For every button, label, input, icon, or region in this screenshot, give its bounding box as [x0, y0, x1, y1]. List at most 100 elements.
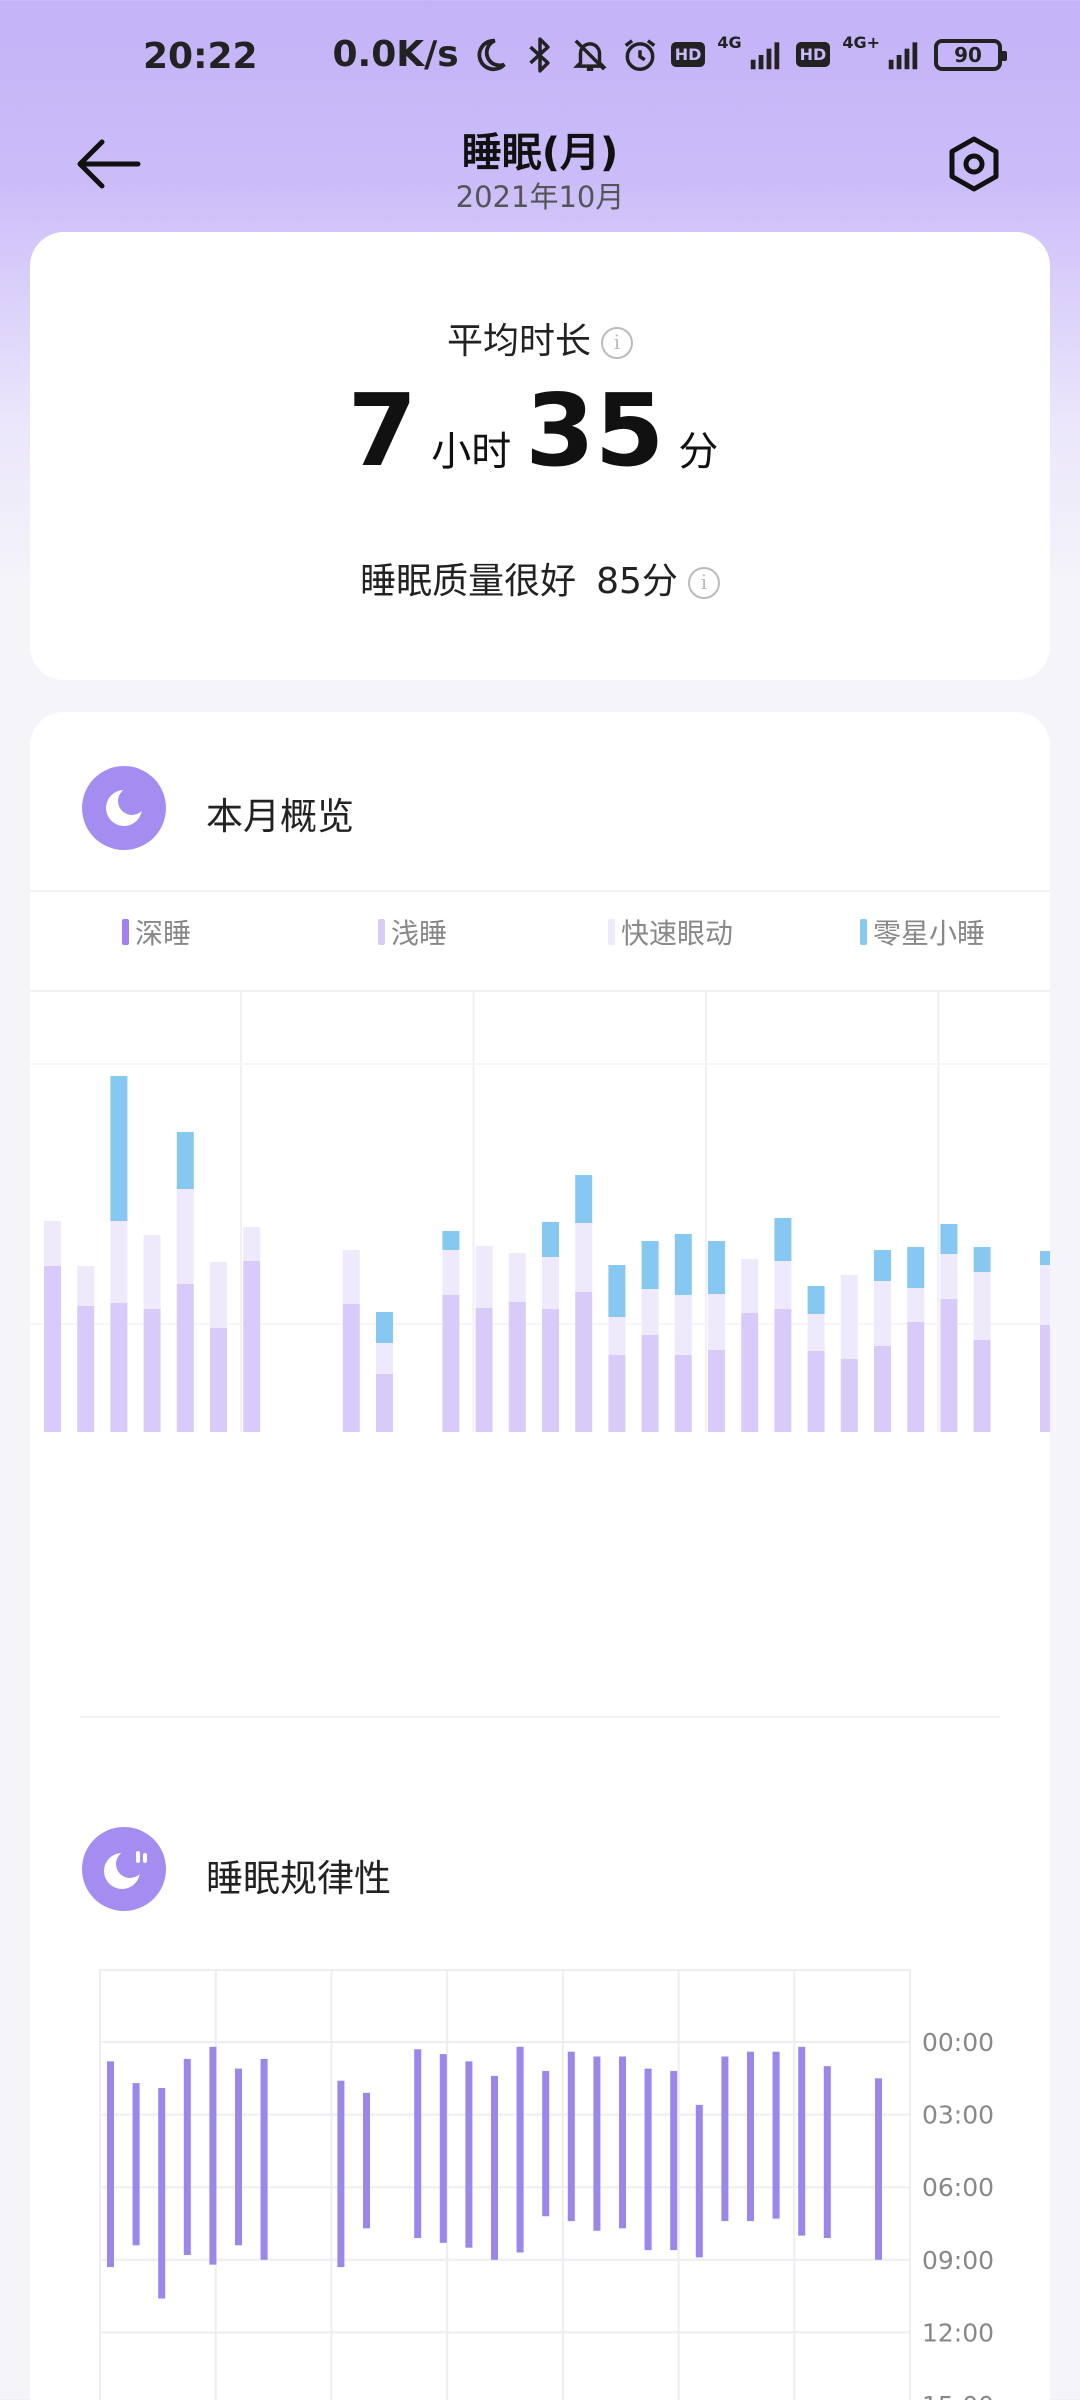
sleep-range-bar [695, 2104, 703, 2258]
bar-segment-rem [442, 1250, 460, 1295]
y-tick-label: 06:00 [922, 2173, 994, 2202]
bar-segment-rem [475, 1246, 493, 1308]
sleep-range-bar [439, 2054, 447, 2243]
bar-segment-rem [508, 1253, 526, 1302]
bar-segment-nap [807, 1286, 825, 1314]
network-type-2: 4G+ [842, 33, 880, 52]
bar-segment-rem [243, 1227, 261, 1261]
legend-deep-label: 深睡 [135, 917, 192, 950]
network-type-1: 4G [717, 33, 742, 52]
signal-icon [750, 41, 779, 69]
chart-frame [99, 1969, 911, 2400]
bluetooth-icon [529, 36, 550, 73]
bar-segment-nap [973, 1247, 991, 1272]
bar-segment-rem [44, 1221, 61, 1266]
sleep-range-bar [798, 2046, 806, 2236]
bar-segment-rem [542, 1257, 559, 1309]
quality-text: 睡眠质量很好 [360, 561, 577, 602]
status-time: 20:22 [143, 36, 258, 77]
bar-segment-rem [77, 1266, 95, 1306]
bar-segment-rem [376, 1343, 393, 1374]
bar-segment-light [176, 1284, 194, 1432]
sleep-range-bar [875, 2078, 882, 2260]
overview-title: 本月概览 [206, 795, 354, 838]
sleep-quality: 睡眠质量很好 85分 i [30, 552, 1050, 604]
sleep-range-bar [414, 2049, 422, 2239]
bar-segment-light [741, 1313, 759, 1432]
bar-segment-rem [143, 1235, 161, 1309]
quality-info-icon[interactable]: i [687, 567, 720, 599]
divider [30, 890, 1050, 892]
overview-card: 本月概览 深睡 浅睡 快速眼动 零星小睡 6日13日20日27日 睡眠规律性 0… [30, 712, 1050, 2400]
bar-segment-rem [807, 1314, 825, 1351]
legend-rem: 快速眼动 [608, 912, 733, 952]
sleep-range-bar [209, 2046, 217, 2265]
settings-icon[interactable] [944, 134, 1004, 194]
hd-badge-2: HD [795, 42, 831, 67]
sleep-range-bar [260, 2058, 268, 2260]
page-subtitle: 2021年10月 [455, 180, 625, 214]
legend-rem-label: 快速眼动 [621, 917, 734, 950]
bar-segment-rem [210, 1262, 227, 1328]
bar-segment-nap [575, 1175, 593, 1223]
bar-segment-nap [774, 1218, 792, 1261]
monthly-overview-chart[interactable]: 6日13日20日27日 [30, 712, 1050, 1432]
bar-segment-light [475, 1308, 493, 1432]
sleep-range-bar [158, 2087, 166, 2299]
bar-segment-light [342, 1304, 360, 1432]
bar-segment-nap [376, 1312, 393, 1343]
section-divider [80, 1716, 1000, 1718]
legend-nap-label: 零星小睡 [873, 917, 986, 950]
legend-deep-swatch [122, 919, 129, 945]
avg-duration-label: 平均时长 i [30, 312, 1050, 364]
bar-segment-nap [110, 1076, 128, 1221]
battery-icon: 90 [934, 38, 1007, 71]
bar-segment-rem [641, 1289, 659, 1335]
bar-segment-rem [874, 1281, 891, 1346]
hd-badge: HD [670, 42, 706, 67]
legend-light-label: 浅睡 [391, 917, 448, 950]
bar-segment-light [376, 1374, 393, 1432]
sleep-range-bar [491, 2075, 498, 2260]
sleep-range-bar [337, 2080, 345, 2268]
bar-segment-rem [1040, 1265, 1050, 1325]
sleep-range-bar [516, 2046, 524, 2253]
back-arrow-icon[interactable] [72, 134, 142, 194]
sleep-range-bar [593, 2056, 601, 2231]
bar-segment-light [807, 1351, 825, 1432]
bar-segment-light [442, 1295, 460, 1432]
sleep-range-bar [619, 2056, 626, 2229]
bar-segment-nap [442, 1231, 460, 1250]
bar-segment-rem [741, 1259, 759, 1313]
summary-card: 平均时长 i 7 小时 35 分 睡眠质量很好 85分 i [30, 232, 1050, 680]
sleep-range-bar [107, 2061, 114, 2268]
sleep-range-bar [542, 2071, 550, 2217]
info-icon[interactable]: i [601, 327, 633, 359]
bar-segment-rem [907, 1288, 925, 1322]
mute-bell-icon [572, 39, 607, 71]
bar-segment-light [840, 1359, 858, 1432]
sleep-range-bar [132, 2083, 140, 2246]
sleep-range-bar [670, 2071, 678, 2251]
regularity-title: 睡眠规律性 [206, 1857, 391, 1900]
bar-segment-light [210, 1328, 227, 1432]
sleep-range-bar [644, 2068, 652, 2251]
avg-minutes: 35 [525, 372, 665, 489]
status-bar: 20:22 0.0K/s HD 4G HD 4G+ 90 [0, 0, 1080, 120]
bar-segment-light [243, 1261, 261, 1432]
bar-segment-nap [674, 1234, 692, 1295]
sleep-range-bar [465, 2061, 473, 2248]
y-tick-label: 09:00 [922, 2246, 994, 2275]
legend-nap: 零星小睡 [860, 912, 985, 952]
bar-segment-rem [110, 1221, 128, 1303]
sleep-regularity-chart[interactable]: 00:00 03:00 06:00 09:00 12:00 15:00 [30, 1912, 1050, 2400]
legend-nap-swatch [860, 919, 867, 945]
bar-segment-nap [641, 1241, 659, 1289]
regularity-section-icon [82, 1827, 166, 1911]
signal-icon-2 [888, 41, 918, 69]
hours-unit: 小时 [431, 429, 512, 475]
bar-segment-nap [907, 1247, 925, 1288]
bar-segment-light [508, 1302, 526, 1432]
bar-segment-rem [840, 1275, 858, 1359]
bar-segment-nap [940, 1224, 958, 1254]
